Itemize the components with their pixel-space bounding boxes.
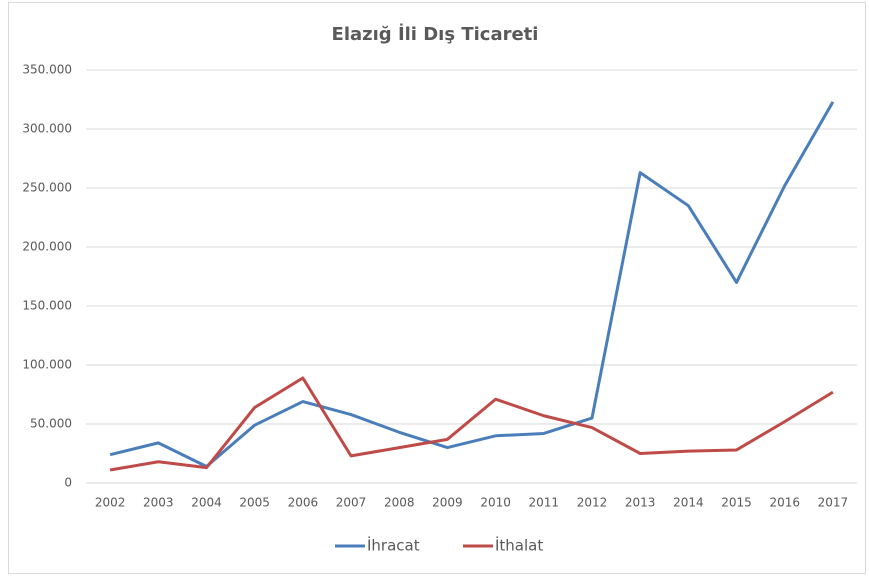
y-tick-label: 250.000 xyxy=(22,181,72,195)
x-tick-label: 2011 xyxy=(529,496,560,510)
x-tick-label: 2007 xyxy=(336,496,367,510)
x-tick-label: 2004 xyxy=(191,496,222,510)
y-tick-label: 150.000 xyxy=(22,299,72,313)
x-tick-label: 2016 xyxy=(769,496,800,510)
y-tick-label: 200.000 xyxy=(22,240,72,254)
x-tick-label: 2005 xyxy=(239,496,270,510)
y-tick-label: 100.000 xyxy=(22,358,72,372)
y-tick-label: 0 xyxy=(64,476,72,490)
x-tick-label: 2006 xyxy=(288,496,319,510)
x-tick-label: 2010 xyxy=(480,496,511,510)
legend-label: İhracat xyxy=(367,536,420,555)
chart-title: Elazığ İli Dış Ticareti xyxy=(332,23,539,45)
x-tick-label: 2002 xyxy=(95,496,126,510)
y-tick-label: 350.000 xyxy=(22,63,72,77)
legend-label: İthalat xyxy=(495,536,543,555)
x-tick-label: 2008 xyxy=(384,496,415,510)
y-tick-label: 300.000 xyxy=(22,122,72,136)
chart-frame xyxy=(8,2,866,574)
x-tick-label: 2009 xyxy=(432,496,463,510)
series-line xyxy=(109,376,834,472)
x-tick-label: 2012 xyxy=(577,496,608,510)
x-tick-label: 2014 xyxy=(673,496,704,510)
series-line xyxy=(109,101,835,468)
x-tick-label: 2017 xyxy=(818,496,849,510)
x-tick-label: 2003 xyxy=(143,496,174,510)
y-tick-label: 50.000 xyxy=(30,417,72,431)
x-tick-label: 2015 xyxy=(721,496,752,510)
x-tick-label: 2013 xyxy=(625,496,656,510)
